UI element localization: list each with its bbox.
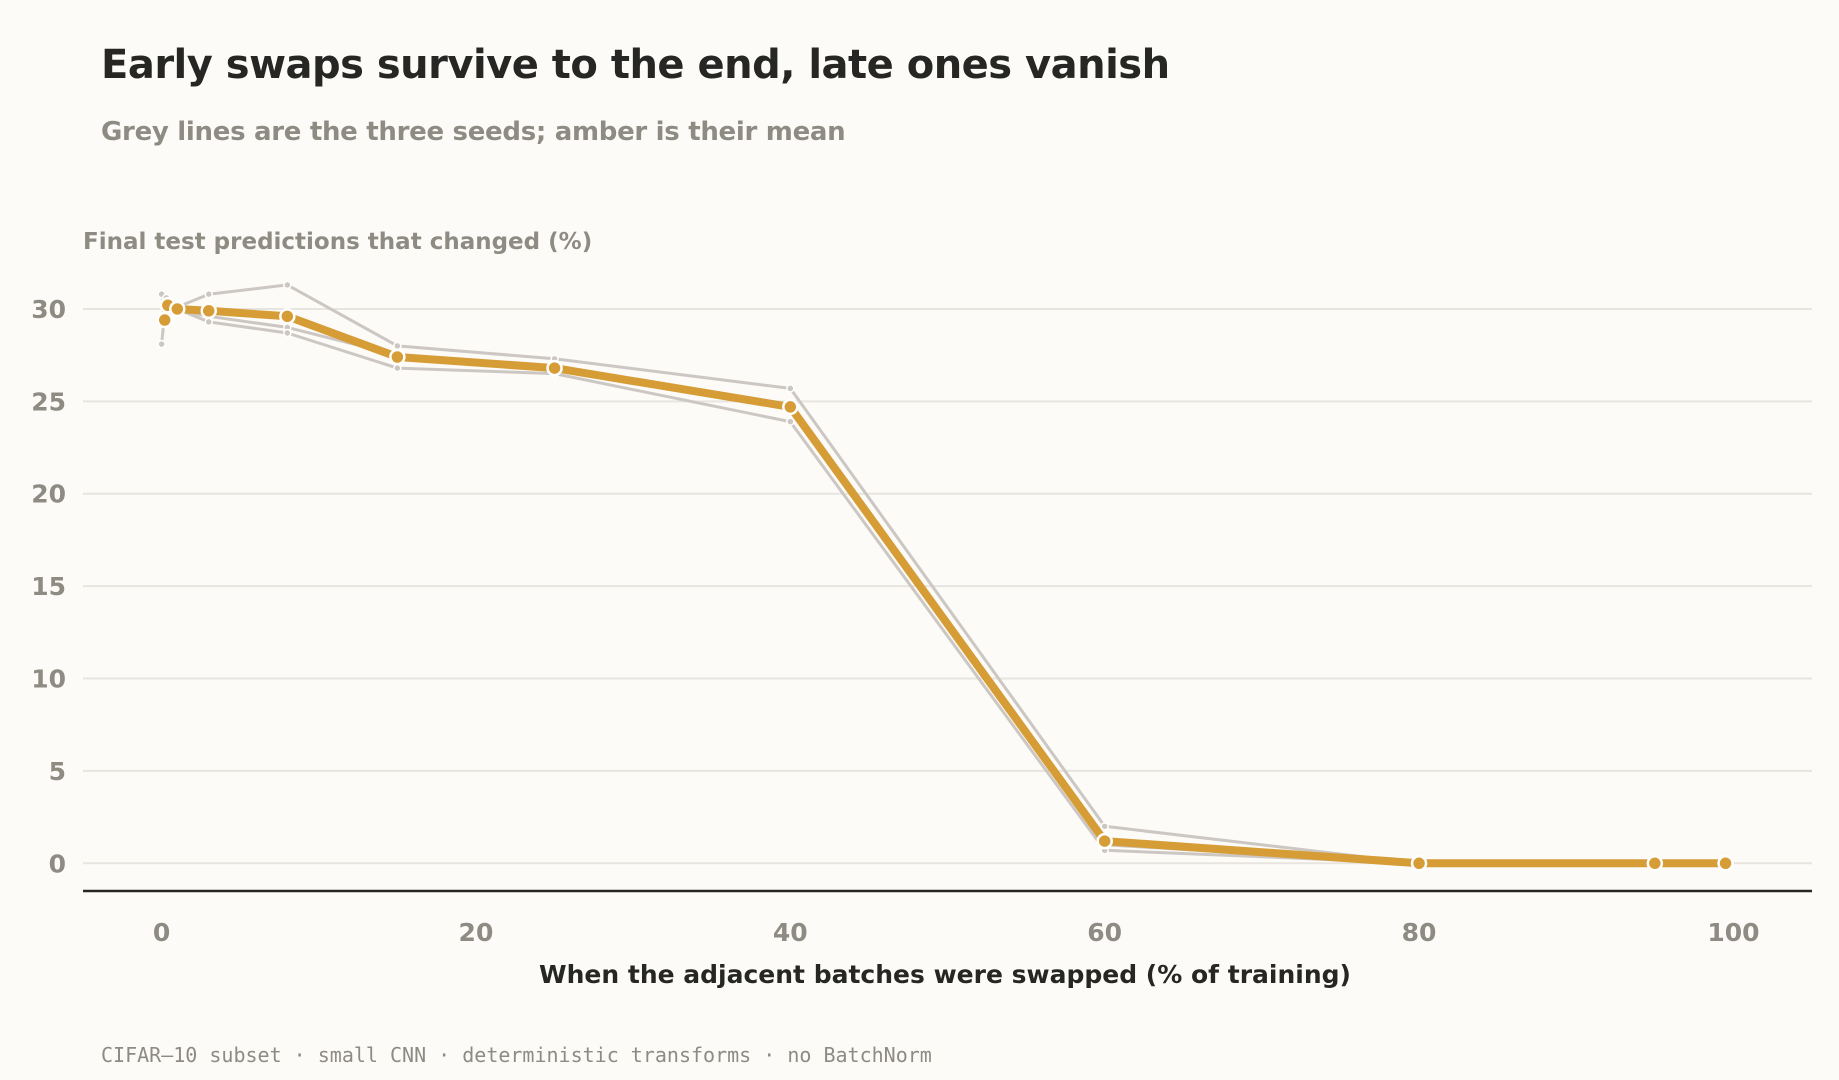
- y-tick-label-25: 25: [31, 387, 66, 416]
- chart-title: Early swaps survive to the end, late one…: [101, 42, 1170, 88]
- mean-point-3: [200, 302, 217, 320]
- x-tick-label-20: 20: [459, 918, 494, 947]
- y-tick-label-15: 15: [31, 572, 66, 601]
- seed-1-point-5: [393, 341, 402, 351]
- x-axis-label: When the adjacent batches were swapped (…: [539, 960, 1351, 989]
- x-tick-labels: 0 20 40 60 80 100: [153, 918, 1760, 947]
- x-tick-label-60: 60: [1087, 918, 1122, 947]
- mean-line: [160, 301, 1730, 868]
- seed-line-3: [160, 301, 1727, 865]
- mean-point-8: [1096, 832, 1113, 850]
- grid-layer: [83, 307, 1812, 865]
- y-tick-label-30: 30: [31, 295, 66, 324]
- seed-1-point-3: [204, 289, 213, 299]
- seed-3-point-7: [786, 417, 795, 426]
- y-tick-label-5: 5: [49, 757, 66, 786]
- seed-1-point-7: [786, 384, 795, 393]
- mean-point-5: [389, 348, 406, 366]
- x-tick-label-0: 0: [153, 918, 170, 947]
- series-layer: [156, 280, 1734, 872]
- y-axis-label: Final test predictions that changed (%): [83, 229, 592, 255]
- footnote: CIFAR–10 subset · small CNN · determinis…: [101, 1043, 932, 1067]
- mean-point-2: [169, 300, 186, 318]
- mean-point-4: [279, 308, 296, 325]
- series-seed-2: [157, 293, 1730, 868]
- seed-2-point-0: [157, 339, 166, 349]
- mean-point-0: [156, 311, 173, 329]
- mean-point-11: [1717, 855, 1734, 872]
- x-tick-label-100: 100: [1707, 918, 1759, 947]
- seed-1-point-4: [283, 280, 292, 290]
- seed-line-2: [160, 296, 1727, 865]
- seed-3-point-4: [283, 328, 292, 338]
- mean-point-9: [1410, 855, 1428, 872]
- mean-point-10: [1646, 855, 1664, 872]
- y-tick-label-10: 10: [31, 665, 66, 694]
- y-tick-labels: 0 5 10 15 20 25 30: [31, 295, 66, 878]
- x-tick-label-40: 40: [773, 918, 808, 947]
- x-tick-label-80: 80: [1402, 918, 1437, 947]
- y-tick-label-0: 0: [49, 849, 66, 878]
- chart-subtitle: Grey lines are the three seeds; amber is…: [101, 117, 846, 147]
- mean-point-7: [782, 398, 799, 416]
- y-tick-label-20: 20: [31, 480, 66, 509]
- series-seed-3: [157, 299, 1730, 868]
- series-mean: [156, 297, 1734, 872]
- seed-1-point-8: [1100, 822, 1109, 831]
- seed-3-point-5: [393, 363, 402, 373]
- seed-3-point-3: [204, 317, 213, 327]
- mean-point-6: [546, 359, 563, 377]
